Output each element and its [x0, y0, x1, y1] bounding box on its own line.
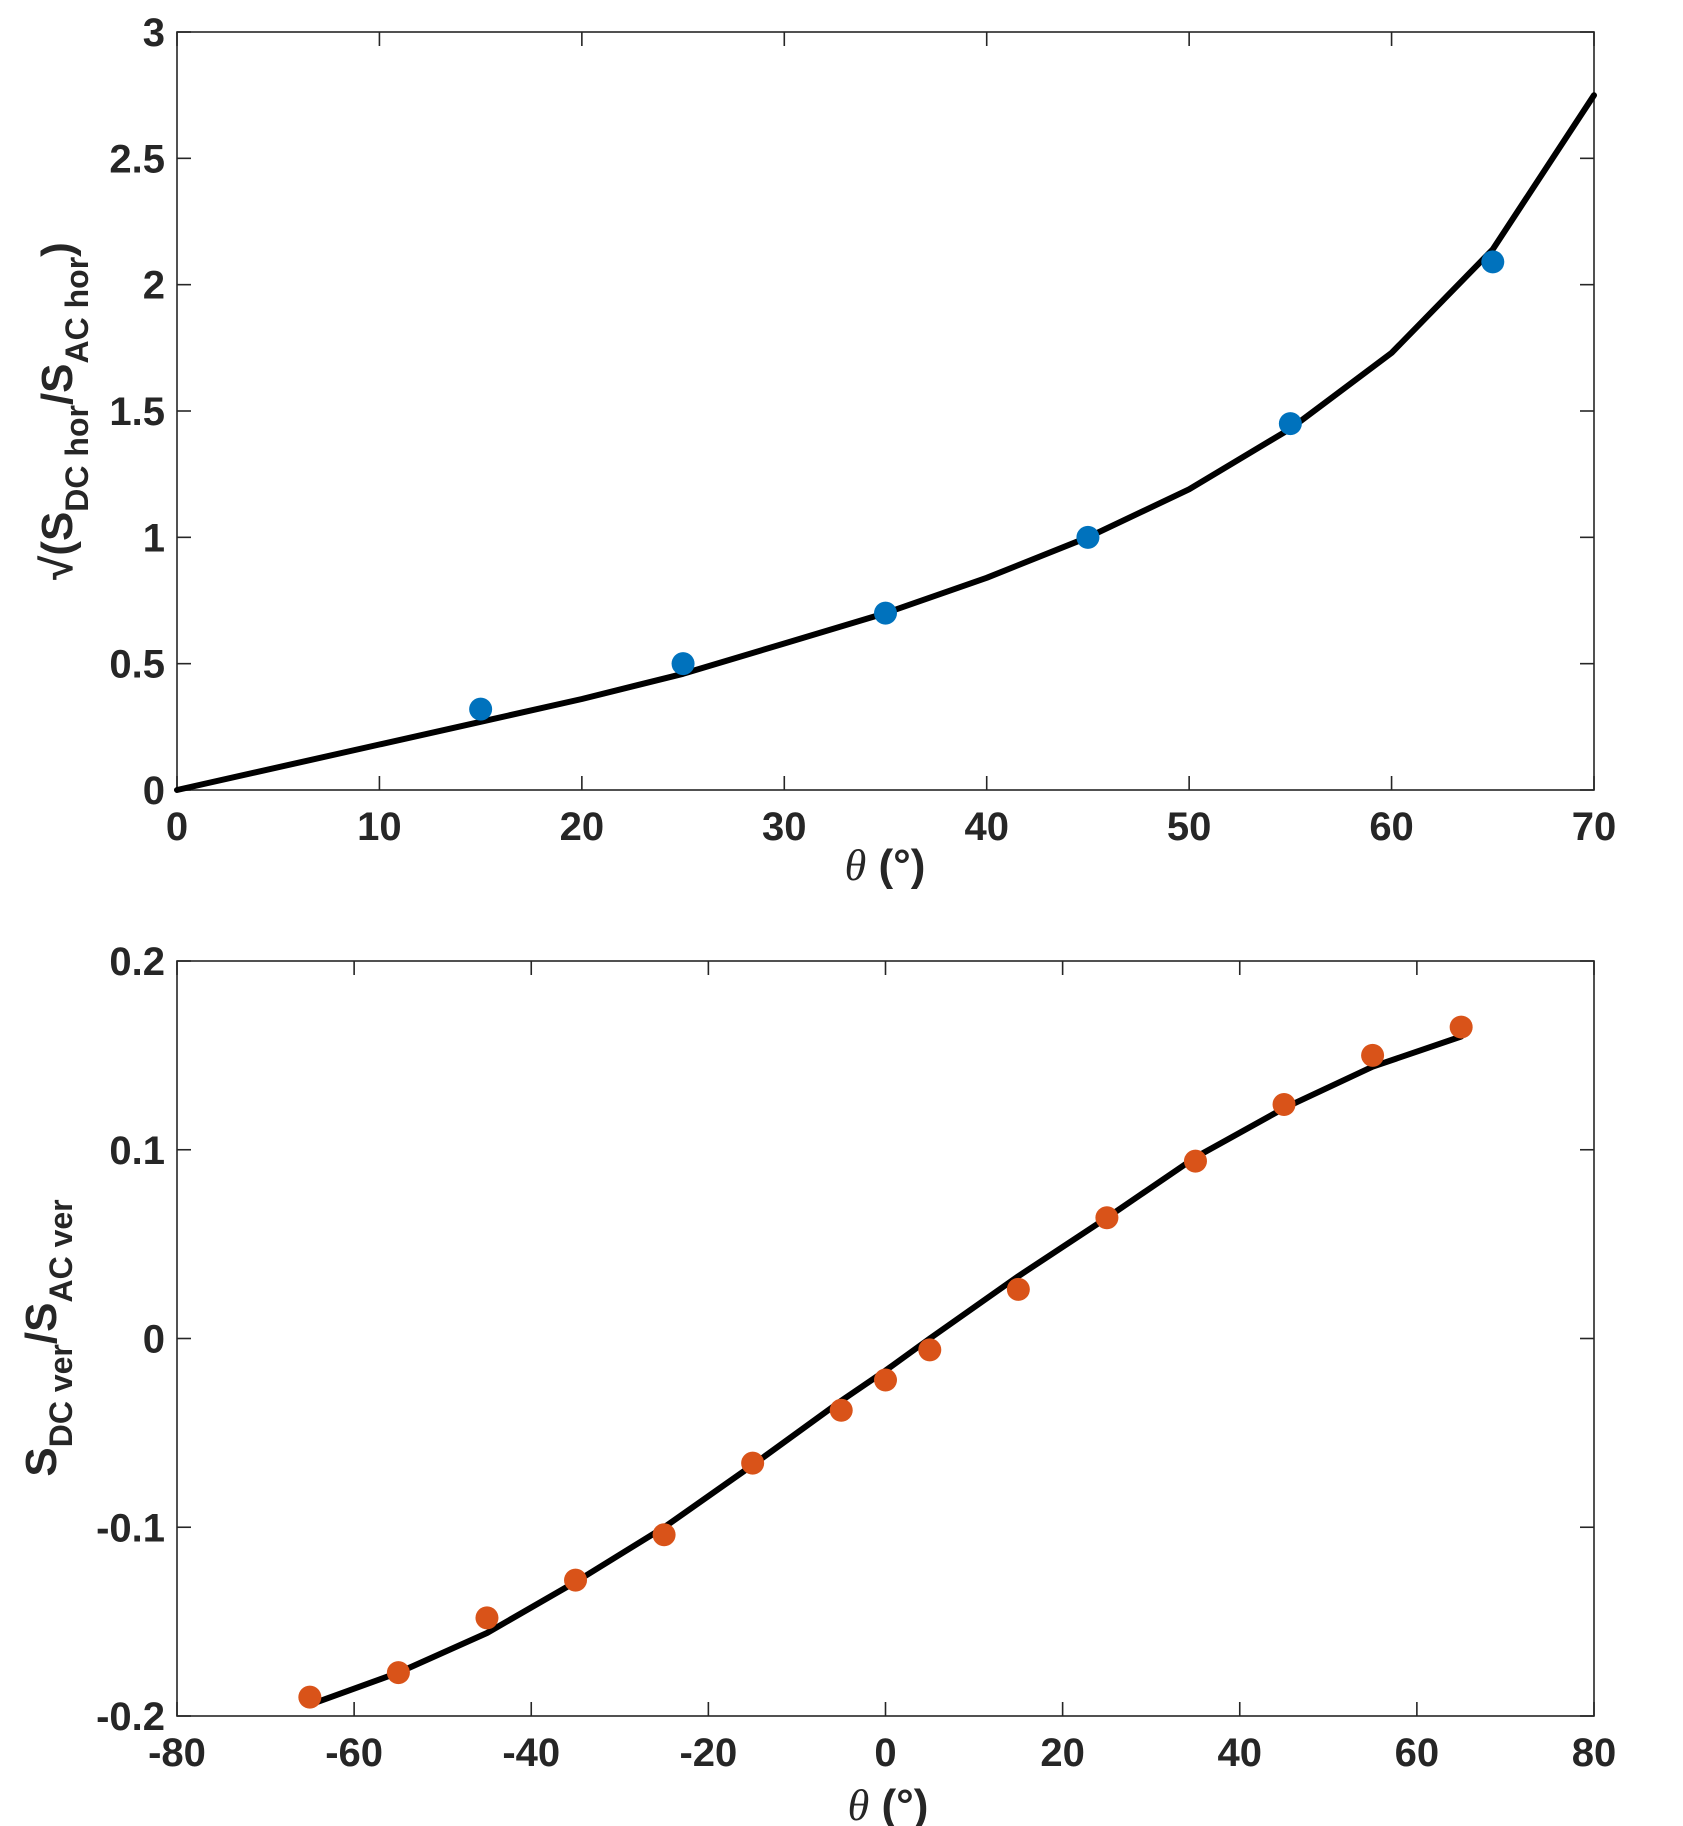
top-y-tick-label: 1 [143, 516, 165, 560]
bottom-y-tick-label: 0.1 [109, 1129, 165, 1173]
top-y-tick-label: 1.5 [109, 390, 165, 434]
top-data-points [469, 250, 1505, 721]
top-x-tick-label: 20 [560, 805, 605, 849]
top-x-tick-label: 10 [357, 805, 402, 849]
bottom-plot-area [176, 960, 1595, 1717]
bottom-y-axis-label: SDC ver/SAC ver [17, 1199, 79, 1476]
bottom-y-tick-label: -0.1 [96, 1506, 165, 1550]
bottom-data-point [741, 1451, 765, 1475]
bottom-ticks [176, 960, 1595, 1717]
bottom-y-tick-label: 0 [143, 1318, 165, 1362]
top-data-point [671, 652, 695, 676]
top-ticks [176, 31, 1595, 791]
bottom-tick-labels: -80 -60 -40 -20 0 20 40 60 80 -0.2 -0.1 0 0.1 0.2 [96, 940, 1616, 1775]
bottom-x-tick-label: 20 [1040, 1731, 1085, 1775]
top-panel: 0 10 20 30 40 50 60 70 0 0.5 1 1.5 2 2.5 3 θ (°) √(SDC… [33, 11, 1616, 890]
bottom-data-point [1006, 1277, 1030, 1301]
bottom-data-point [1449, 1015, 1473, 1039]
top-y-tick-label: 0 [143, 769, 165, 813]
bottom-data-point [652, 1523, 676, 1547]
bottom-data-point [918, 1338, 942, 1362]
bottom-data-point [564, 1568, 588, 1592]
top-data-point [1481, 250, 1505, 274]
top-tick-labels: 0 10 20 30 40 50 60 70 0 0.5 1 1.5 2 2.5 3 [109, 11, 1616, 849]
top-fit-line [174, 92, 1597, 793]
top-data-point [1076, 525, 1100, 549]
bottom-data-point [829, 1398, 853, 1422]
bottom-data-points [298, 1015, 1473, 1709]
bottom-data-point [298, 1685, 322, 1709]
top-x-tick-label: 40 [964, 805, 1009, 849]
bottom-data-point [874, 1368, 897, 1392]
bottom-y-tick-label: -0.2 [96, 1695, 165, 1739]
top-data-point [1278, 412, 1302, 436]
top-x-tick-label: 0 [166, 805, 188, 849]
top-data-point [469, 697, 493, 721]
bottom-x-axis-label: θ (°) [848, 1781, 929, 1826]
bottom-data-point [475, 1606, 499, 1630]
bottom-panel: -80 -60 -40 -20 0 20 40 60 80 -0.2 -0.1 0 0.1 0.2 θ (… [17, 940, 1616, 1826]
top-y-tick-label: 0.5 [109, 643, 165, 687]
bottom-x-tick-label: -40 [502, 1731, 560, 1775]
bottom-x-tick-label: -60 [325, 1731, 383, 1775]
top-y-tick-label: 2 [143, 264, 165, 308]
bottom-x-tick-label: 0 [874, 1731, 896, 1775]
top-y-axis-label: √(SDC hor/SAC hor) [33, 242, 95, 580]
bottom-x-tick-label: 80 [1572, 1731, 1617, 1775]
top-y-tick-label: 3 [143, 11, 165, 55]
top-x-tick-label: 60 [1369, 805, 1414, 849]
top-y-tick-label: 2.5 [109, 137, 165, 181]
bottom-data-point [1095, 1206, 1119, 1230]
bottom-data-point [1272, 1092, 1296, 1116]
top-plot-area [176, 31, 1595, 791]
top-data-point [874, 601, 897, 625]
top-x-tick-label: 70 [1572, 805, 1617, 849]
bottom-data-point [386, 1661, 410, 1685]
bottom-x-tick-label: -80 [148, 1731, 206, 1775]
bottom-x-tick-label: 60 [1395, 1731, 1440, 1775]
top-x-tick-label: 30 [762, 805, 807, 849]
bottom-data-point [1183, 1149, 1207, 1173]
top-x-axis-label: θ (°) [845, 841, 926, 890]
bottom-data-point [1361, 1043, 1385, 1067]
bottom-x-tick-label: -20 [679, 1731, 737, 1775]
top-x-tick-label: 50 [1167, 805, 1212, 849]
bottom-y-tick-label: 0.2 [109, 940, 165, 984]
bottom-x-tick-label: 40 [1218, 1731, 1263, 1775]
